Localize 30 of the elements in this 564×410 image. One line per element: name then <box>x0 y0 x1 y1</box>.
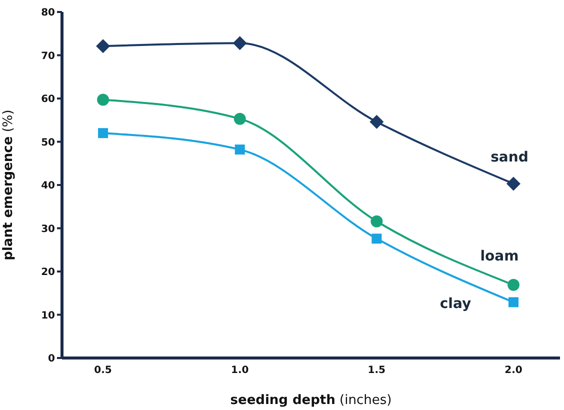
point <box>507 278 520 291</box>
point <box>508 297 518 308</box>
point <box>98 128 108 138</box>
y-tick-label: 60 <box>41 94 56 106</box>
y-tick-label: 70 <box>41 50 56 62</box>
y-axis-title: plant emergence (%) <box>1 110 16 260</box>
point <box>232 36 247 50</box>
y-tick-label: 50 <box>41 137 56 148</box>
y-tick-label: 40 <box>41 180 56 192</box>
point <box>97 94 110 106</box>
y-tick-label: 0 <box>48 354 56 365</box>
series-label: clay <box>440 296 472 312</box>
point <box>370 215 383 228</box>
point <box>96 39 110 54</box>
point <box>370 114 384 129</box>
y-tick-label: 20 <box>41 267 56 278</box>
point <box>372 234 382 244</box>
x-tick-label: 0.5 <box>94 365 112 376</box>
series-label: sand <box>490 150 528 166</box>
point <box>234 112 246 125</box>
y-tick-label: 80 <box>41 8 56 19</box>
x-tick-label: 1.5 <box>368 365 386 376</box>
x-axis-title: seeding depth (inches) <box>230 393 392 408</box>
y-tick-label: 10 <box>41 310 56 322</box>
x-tick-label: 2.0 <box>504 365 522 376</box>
x-tick-label: 1.0 <box>231 365 249 376</box>
y-tick-label: 30 <box>41 224 56 235</box>
point <box>234 144 245 155</box>
point <box>506 176 520 191</box>
series-label: loam <box>480 248 519 265</box>
